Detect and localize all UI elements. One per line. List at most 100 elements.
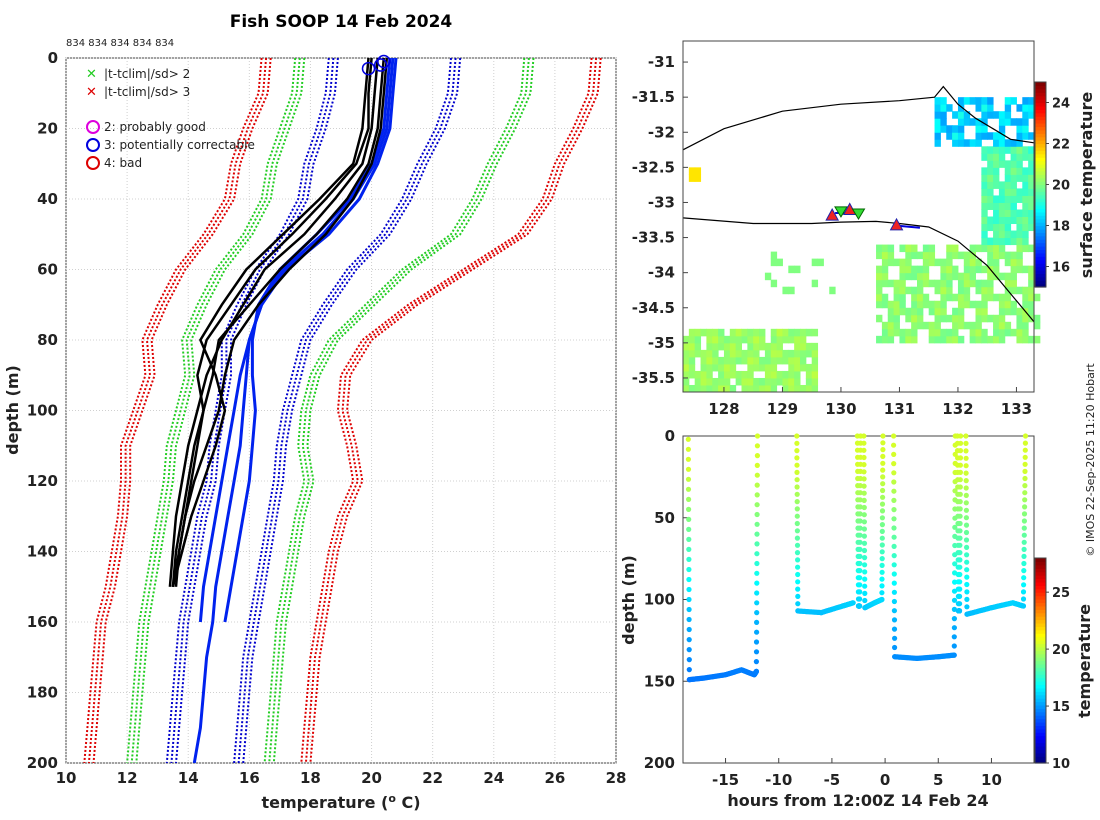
map-sst-cell: [893, 286, 900, 295]
map-sst-cell: [706, 335, 713, 344]
map-sst-cell: [694, 342, 702, 351]
map-sst-cell: [993, 251, 1000, 260]
map-sst-cell: [957, 314, 965, 323]
map-sst-cell: [963, 97, 971, 105]
map-sst-cell: [735, 349, 742, 358]
depth-time-xlabel: hours from 12:00Z 14 Feb 24: [727, 791, 988, 810]
depth-time-point: [862, 590, 868, 597]
depth-time-point: [862, 569, 868, 575]
map-sst-cell: [998, 307, 1006, 316]
map-sst-cell: [1010, 300, 1017, 309]
depth-time-ytick-label: 100: [644, 591, 675, 609]
map-sst-cell: [1028, 209, 1035, 217]
map-sst-cell: [805, 377, 813, 386]
depth-time-colorbar-swatch: [1035, 759, 1046, 764]
map-sst-cell: [1010, 160, 1017, 168]
depth-time-point: [794, 535, 801, 541]
depth-time-point: [958, 433, 964, 439]
depth-time-colorbar-tick-label: 10: [1052, 757, 1070, 772]
map-colorbar-swatch: [1035, 252, 1046, 257]
map-sst-cell: [741, 370, 748, 379]
map-sst-cell: [940, 328, 947, 337]
depth-time-colorbar-swatch: [1035, 626, 1046, 631]
map-sst-cell: [981, 314, 988, 323]
map-sst-cell: [987, 251, 994, 260]
depth-time-point: [754, 560, 760, 567]
map-sst-cell: [1004, 307, 1012, 316]
map-sst-cell: [770, 328, 778, 337]
map-sst-cell: [934, 321, 941, 330]
depth-time-colorbar-swatch: [1035, 568, 1046, 573]
map-sst-cell: [981, 244, 988, 253]
depth-time-colorbar-swatch: [1035, 605, 1046, 610]
map-xtick-label: 131: [884, 400, 915, 418]
map-ticks: 128 129 130 131 132 133 -31 -31.5 -32 -32.5 -33 -33…: [632, 53, 1032, 418]
depth-time-point: [754, 521, 760, 527]
depth-time-colorbar-swatch: [1035, 575, 1046, 580]
depth-time-point: [880, 453, 886, 459]
map-sst-cell: [694, 349, 702, 358]
depth-time-point: [1022, 490, 1028, 496]
depth-time-point: [754, 580, 760, 586]
map-sst-cell: [998, 188, 1006, 196]
map-colorbar-swatch: [1035, 102, 1046, 107]
depth-time-point: [857, 504, 863, 510]
map-sst-cell: [993, 216, 1000, 225]
map-sst-cell: [718, 342, 725, 351]
map-sst-cell: [688, 349, 696, 358]
map-sst-cell: [899, 293, 906, 302]
map-sst-cell: [1004, 230, 1012, 239]
map-sst-cell: [975, 279, 982, 288]
map-sst-cell: [1004, 279, 1012, 288]
map-sst-cell: [987, 279, 994, 288]
map-sst-cell: [946, 293, 953, 302]
map-sst-cell: [1016, 209, 1023, 217]
depth-time-point: [957, 455, 964, 461]
map-sst-cell: [1004, 160, 1012, 168]
map-sst-cell: [1022, 286, 1029, 295]
depth-time-colorbar-swatch: [1035, 735, 1046, 740]
map-sst-cell: [969, 300, 976, 309]
depth-time-point: [951, 634, 957, 640]
map-sst-cell: [998, 293, 1006, 302]
depth-time-point: [951, 652, 957, 658]
depth-time-point: [686, 596, 692, 603]
qc-profile-line-qc-1: [192, 57, 398, 764]
map-sst-cell: [753, 328, 760, 337]
map-sst-cell: [747, 328, 754, 337]
depth-time-point: [880, 447, 886, 453]
qc-profile-line-qc-3: [198, 57, 395, 623]
depth-time-point: [951, 625, 958, 631]
map-colorbar-swatch: [1035, 136, 1046, 141]
map-sst-cell: [993, 209, 1000, 217]
map-sst-cell: [729, 363, 737, 372]
climatology-line-mean+2sd-b: [268, 57, 530, 764]
profile-plot: 10 12 14 16 18 20 22 24 26 28 0 20 40 60 80 100 120 140 16…: [3, 49, 626, 812]
map-sst-cell: [952, 321, 959, 330]
map-sst-cell: [1010, 328, 1017, 337]
map-sst-cell: [1016, 139, 1023, 147]
map-sst-cell: [881, 258, 889, 267]
map-sst-cell: [993, 230, 1000, 239]
depth-time-point: [795, 586, 801, 592]
depth-time-point: [879, 542, 885, 548]
depth-time-point: [963, 455, 969, 461]
depth-time-point: [795, 571, 801, 578]
depth-time-point: [686, 556, 692, 563]
map-sst-cell: [741, 377, 748, 386]
depth-time-point: [754, 462, 760, 468]
map-sst-cell: [940, 125, 947, 133]
map-sst-cell: [905, 328, 912, 337]
profile-ytick-label: 40: [37, 190, 58, 208]
map-sst-cell: [893, 293, 900, 302]
depth-time-point: [686, 526, 692, 533]
map-sst-cell: [706, 384, 713, 393]
depth-time-point: [686, 657, 692, 663]
map-sst-cell: [1016, 307, 1023, 316]
depth-time-point: [957, 506, 963, 512]
depth-time-point: [862, 597, 868, 604]
depth-time-point: [686, 647, 692, 653]
depth-time-point: [1022, 447, 1028, 453]
depth-time-point: [686, 506, 692, 512]
map-sst-cell: [788, 328, 795, 337]
